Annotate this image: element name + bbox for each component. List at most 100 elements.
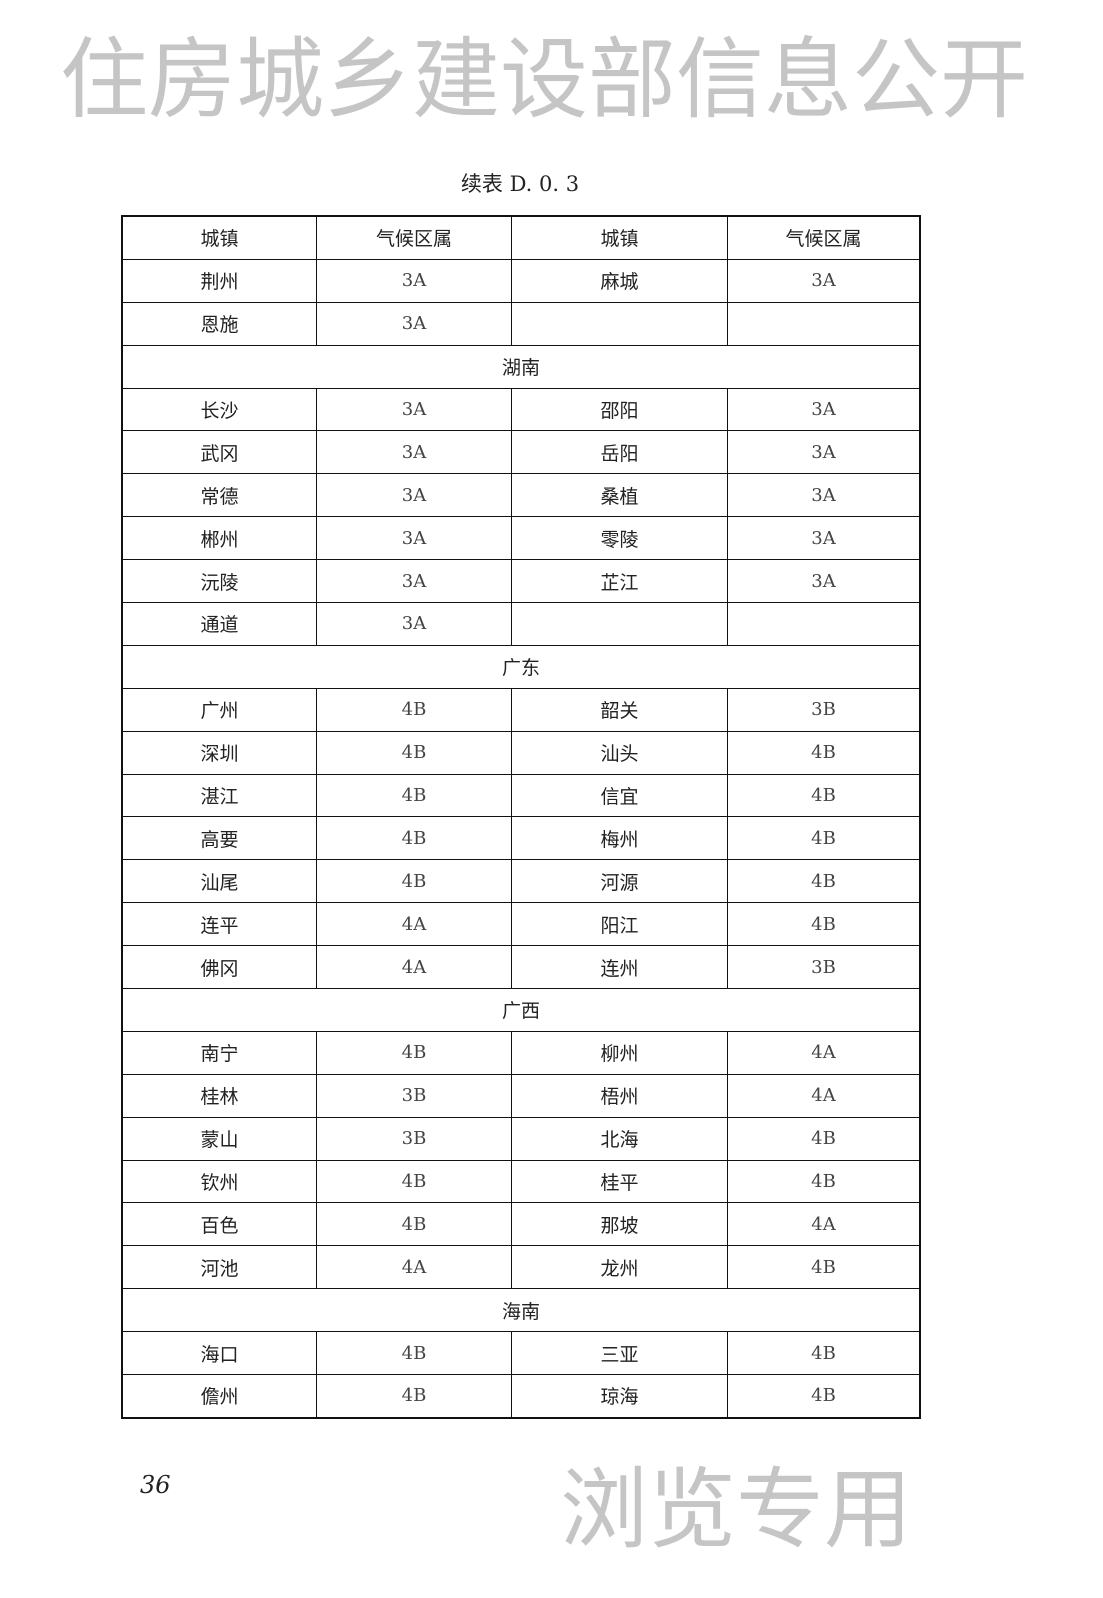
climate-zone-cell: 4B — [316, 816, 512, 861]
climate-zone-cell: 3A — [316, 258, 512, 303]
climate-zone-cell: 3B — [727, 945, 921, 990]
climate-zone-cell: 3A — [727, 559, 921, 604]
climate-zone-cell: 3A — [316, 387, 512, 432]
watermark: 住房城乡建设部信息公开 — [60, 28, 1029, 131]
climate-zone-cell: 4B — [727, 1159, 921, 1204]
climate-zone-cell: 3A — [316, 516, 512, 561]
city-cell: 那坡 — [511, 1202, 728, 1247]
table-row: 湛江 4B 信宜 4B — [121, 773, 921, 818]
climate-zone-cell: 4B — [727, 1245, 921, 1290]
city-cell: 南宁 — [121, 1030, 317, 1075]
city-cell: 阳江 — [511, 902, 728, 947]
climate-zone-cell: 3A — [316, 473, 512, 518]
climate-zone-cell: 4B — [316, 1030, 512, 1075]
watermark: 浏览专用 — [560, 1458, 913, 1561]
table-row: 长沙 3A 邵阳 3A — [121, 387, 921, 432]
climate-zone-cell: 3A — [727, 387, 921, 432]
climate-zone-cell: 4A — [727, 1073, 921, 1118]
climate-zone-cell: 4A — [316, 902, 512, 947]
city-cell: 柳州 — [511, 1030, 728, 1075]
climate-zone-cell: 4B — [316, 1159, 512, 1204]
table-row: 河池 4A 龙州 4B — [121, 1245, 921, 1290]
city-cell: 琼海 — [511, 1374, 728, 1419]
city-cell: 佛冈 — [121, 945, 317, 990]
climate-zone-cell: 3A — [727, 516, 921, 561]
climate-zone-cell: 3A — [727, 430, 921, 475]
city-cell — [511, 602, 728, 646]
city-cell: 北海 — [511, 1116, 728, 1161]
city-cell: 恩施 — [121, 301, 317, 346]
climate-zone-cell: 4B — [727, 1116, 921, 1161]
table-row: 钦州 4B 桂平 4B — [121, 1159, 921, 1204]
city-cell: 麻城 — [511, 258, 728, 303]
table-row: 武冈 3A 岳阳 3A — [121, 430, 921, 475]
city-cell: 钦州 — [121, 1159, 317, 1204]
city-cell: 儋州 — [121, 1374, 317, 1419]
climate-zone-cell: 4B — [316, 1202, 512, 1247]
climate-zone-cell — [727, 301, 921, 346]
city-cell: 海口 — [121, 1331, 317, 1376]
climate-zone-cell: 4B — [316, 1331, 512, 1376]
header-climate-zone: 气候区属 — [316, 215, 512, 260]
table-row: 佛冈 4A 连州 3B — [121, 945, 921, 990]
city-cell: 高要 — [121, 816, 317, 861]
climate-zone-cell: 4B — [316, 730, 512, 775]
climate-zone-cell: 4A — [727, 1202, 921, 1247]
city-cell: 武冈 — [121, 430, 317, 475]
city-cell: 龙州 — [511, 1245, 728, 1290]
climate-zone-cell: 4B — [316, 687, 512, 732]
region-row: 广西 — [121, 988, 921, 1032]
city-cell: 深圳 — [121, 730, 317, 775]
climate-zone-cell: 4A — [316, 945, 512, 990]
climate-zone-cell: 4B — [316, 859, 512, 904]
region-name: 海南 — [121, 1288, 921, 1333]
city-cell: 芷江 — [511, 559, 728, 604]
city-cell: 沅陵 — [121, 559, 317, 604]
table-row: 高要 4B 梅州 4B — [121, 816, 921, 861]
table-row: 儋州 4B 琼海 4B — [121, 1374, 921, 1419]
climate-zone-cell: 3B — [316, 1073, 512, 1118]
region-row: 湖南 — [121, 344, 921, 389]
table-row: 广州 4B 韶关 3B — [121, 687, 921, 732]
city-cell: 桑植 — [511, 473, 728, 518]
table-row: 沅陵 3A 芷江 3A — [121, 559, 921, 604]
city-cell: 广州 — [121, 687, 317, 732]
climate-zone-cell: 4B — [316, 1374, 512, 1419]
header-city: 城镇 — [511, 215, 728, 260]
city-cell: 桂平 — [511, 1159, 728, 1204]
climate-zone-cell: 3A — [316, 430, 512, 475]
city-cell: 汕尾 — [121, 859, 317, 904]
climate-zone-cell: 4B — [316, 773, 512, 818]
climate-zone-cell: 4B — [727, 816, 921, 861]
city-cell: 桂林 — [121, 1073, 317, 1118]
city-cell: 河池 — [121, 1245, 317, 1290]
region-name: 广东 — [121, 644, 921, 689]
city-cell: 常德 — [121, 473, 317, 518]
city-cell: 湛江 — [121, 773, 317, 818]
table-row: 恩施 3A — [121, 301, 921, 346]
table-row: 蒙山 3B 北海 4B — [121, 1116, 921, 1161]
city-cell: 郴州 — [121, 516, 317, 561]
climate-zone-cell: 3A — [316, 602, 512, 646]
region-row: 海南 — [121, 1288, 921, 1333]
region-name: 广西 — [121, 988, 921, 1032]
page-number: 36 — [140, 1471, 171, 1499]
city-cell — [511, 301, 728, 346]
climate-zone-cell: 3B — [727, 687, 921, 732]
region-name: 湖南 — [121, 344, 921, 389]
table-row: 南宁 4B 柳州 4A — [121, 1030, 921, 1075]
table-row: 郴州 3A 零陵 3A — [121, 516, 921, 561]
climate-zone-cell: 3A — [727, 258, 921, 303]
header-climate-zone: 气候区属 — [727, 215, 921, 260]
table-row: 桂林 3B 梧州 4A — [121, 1073, 921, 1118]
climate-zone-cell — [727, 602, 921, 646]
table-header-row: 城镇 气候区属 城镇 气候区属 — [121, 215, 921, 260]
city-cell: 岳阳 — [511, 430, 728, 475]
table-row: 通道 3A — [121, 602, 921, 646]
city-cell: 梧州 — [511, 1073, 728, 1118]
climate-zone-cell: 4B — [727, 859, 921, 904]
table-row: 深圳 4B 汕头 4B — [121, 730, 921, 775]
table-row: 荆州 3A 麻城 3A — [121, 258, 921, 303]
table-row: 百色 4B 那坡 4A — [121, 1202, 921, 1247]
city-cell: 荆州 — [121, 258, 317, 303]
